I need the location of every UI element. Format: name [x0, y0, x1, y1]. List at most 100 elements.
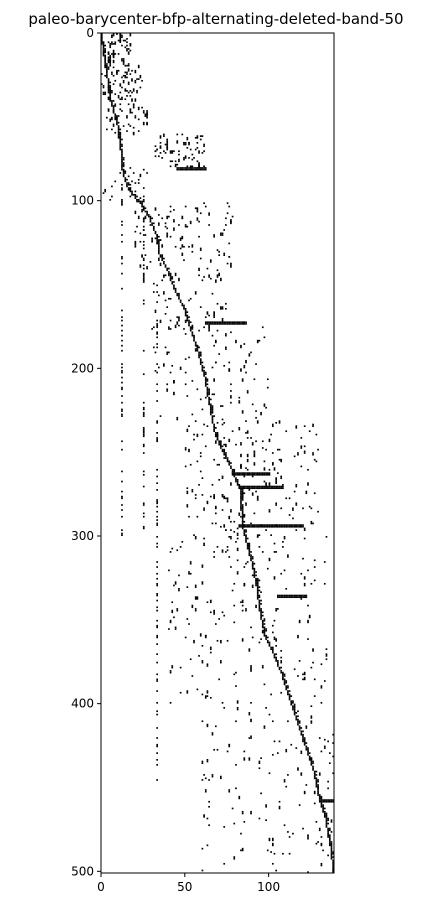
diagonal-entry [117, 126, 120, 129]
nonzero-entry [303, 792, 306, 795]
nonzero-entry [285, 430, 288, 433]
nonzero-entry [258, 817, 261, 820]
diagonal-entry [102, 54, 105, 57]
diagonal-entry [240, 504, 242, 506]
row-segment-entry [248, 472, 251, 474]
column-entry [121, 202, 123, 205]
diagonal-entry [173, 287, 175, 290]
nonzero-entry [228, 242, 231, 245]
column-entry [121, 410, 123, 412]
nonzero-entry [169, 701, 172, 704]
diagonal-entry [277, 661, 279, 664]
diagonal-entry [235, 477, 237, 479]
diagonal-entry [124, 180, 127, 183]
diagonal-entry [327, 834, 329, 837]
nonzero-entry [124, 74, 127, 77]
nonzero-entry [186, 690, 189, 692]
nonzero-entry [213, 458, 215, 461]
nonzero-entry [268, 839, 271, 842]
diagonal-entry [102, 49, 105, 52]
diagonal-entry [121, 165, 123, 168]
diagonal-entry [288, 696, 291, 699]
nonzero-entry [216, 748, 219, 751]
row-segment-entry [188, 168, 190, 171]
diagonal-entry [275, 658, 278, 661]
nonzero-entry [203, 542, 205, 545]
diagonal-entry [240, 507, 242, 510]
column-entry [156, 468, 158, 471]
nonzero-entry [255, 606, 257, 609]
nonzero-entry [169, 150, 172, 153]
nonzero-entry [132, 172, 135, 174]
nonzero-entry [144, 234, 147, 236]
nonzero-entry [119, 36, 122, 39]
column-entry [156, 609, 158, 612]
nonzero-entry [251, 403, 254, 406]
diagonal-entry [256, 598, 259, 600]
diagonal-entry [315, 784, 318, 786]
diagonal-entry [136, 195, 138, 198]
nonzero-entry [213, 556, 215, 558]
nonzero-entry [283, 569, 286, 572]
nonzero-entry [271, 463, 274, 466]
nonzero-entry [173, 209, 175, 211]
nonzero-entry [194, 598, 197, 600]
diagonal-entry [139, 202, 142, 205]
nonzero-entry [198, 152, 200, 154]
diagonal-entry [250, 551, 252, 553]
diagonal-entry [256, 593, 259, 595]
diagonal-entry [248, 544, 251, 547]
diagonal-entry [325, 812, 328, 815]
nonzero-entry [189, 148, 192, 151]
diagonal-entry [248, 542, 251, 545]
row-segment-entry [183, 167, 185, 169]
diagonal-entry [126, 183, 128, 186]
diagonal-entry [323, 807, 326, 810]
nonzero-entry [183, 158, 185, 161]
nonzero-entry [203, 507, 205, 510]
nonzero-entry [107, 58, 110, 60]
nonzero-entry [107, 86, 110, 89]
nonzero-entry [144, 113, 147, 116]
diagonal-entry [277, 665, 279, 667]
diagonal-entry [303, 743, 306, 746]
nonzero-entry [208, 274, 210, 277]
nonzero-entry [300, 465, 303, 468]
row-segment-entry [243, 321, 246, 324]
nonzero-entry [203, 537, 205, 540]
nonzero-entry [131, 98, 133, 101]
nonzero-entry [275, 869, 278, 872]
nonzero-entry [119, 103, 122, 106]
nonzero-entry [137, 66, 140, 69]
nonzero-entry [194, 584, 197, 587]
nonzero-entry [268, 438, 271, 441]
nonzero-entry [188, 356, 190, 359]
nonzero-entry [102, 41, 105, 44]
nonzero-entry [214, 279, 217, 282]
diagonal-entry [322, 809, 324, 811]
nonzero-entry [216, 435, 219, 438]
diagonal-entry [312, 760, 314, 763]
nonzero-entry [214, 341, 217, 344]
row-segment-entry [213, 323, 215, 325]
diagonal-entry [201, 361, 204, 364]
nonzero-entry [216, 274, 219, 277]
nonzero-entry [223, 437, 226, 439]
column-entry [142, 209, 145, 211]
nonzero-entry [164, 274, 167, 277]
nonzero-entry [179, 666, 182, 669]
diagonal-entry [261, 619, 264, 622]
nonzero-entry [124, 46, 127, 49]
diagonal-entry [320, 795, 323, 798]
nonzero-entry [310, 705, 313, 708]
nonzero-entry [277, 752, 279, 754]
diagonal-entry [122, 158, 125, 161]
row-segment-entry [287, 596, 289, 599]
nonzero-entry [119, 131, 122, 134]
diagonal-entry [328, 836, 331, 838]
nonzero-entry [230, 222, 232, 225]
nonzero-entry [285, 748, 288, 751]
nonzero-entry [191, 324, 194, 327]
nonzero-entry [159, 415, 162, 417]
nonzero-entry [332, 772, 334, 775]
